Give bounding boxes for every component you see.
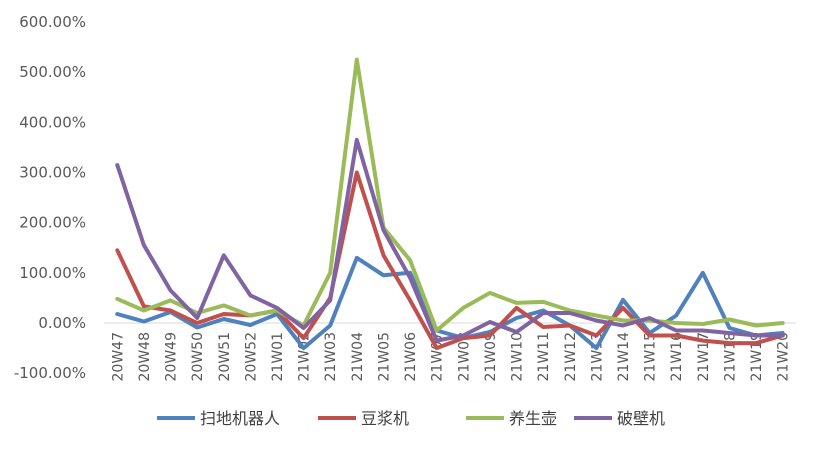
legend-item: 养生壶 <box>466 409 557 428</box>
x-tick-label: 21W11 <box>536 332 552 381</box>
x-tick-label: 21W10 <box>510 332 526 381</box>
x-tick-label: 20W52 <box>243 332 259 381</box>
legend: 扫地机器人 豆浆机 养生壶 破壁机 <box>157 409 665 428</box>
x-tick-label: 20W50 <box>190 332 206 381</box>
y-tick-label: 500.00% <box>19 63 86 81</box>
y-tick-label: 400.00% <box>19 113 86 131</box>
y-tick-label: -100.00% <box>14 364 86 382</box>
legend-item: 豆浆机 <box>318 409 409 428</box>
x-tick-label: 21W06 <box>403 332 419 382</box>
legend-item: 破壁机 <box>574 409 665 428</box>
y-tick-label: 0.00% <box>38 314 86 332</box>
y-tick-label: 600.00% <box>19 13 86 31</box>
series-lines <box>115 57 785 351</box>
y-axis: 600.00% 500.00% 400.00% 300.00% 200.00% 100.0… <box>14 13 86 382</box>
x-tick-label: 21W08 <box>456 332 472 381</box>
y-tick-label: 100.00% <box>19 264 86 282</box>
x-tick-label: 21W15 <box>643 332 659 381</box>
series-line-3 <box>115 57 785 333</box>
legend-label: 豆浆机 <box>361 409 409 428</box>
x-tick-label: 21W09 <box>483 332 499 381</box>
x-tick-label: 21W16 <box>669 332 685 382</box>
series-line-2 <box>115 170 785 351</box>
legend-label: 破壁机 <box>617 409 665 428</box>
y-tick-label: 300.00% <box>19 164 86 182</box>
series-line-4 <box>115 137 785 343</box>
series-line-1 <box>115 255 785 351</box>
x-tick-label: 21W01 <box>270 332 286 381</box>
x-tick-label: 20W47 <box>110 332 126 381</box>
x-tick-label: 21W14 <box>616 332 632 382</box>
y-tick-label: 200.00% <box>19 214 86 232</box>
x-tick-label: 21W18 <box>722 332 738 381</box>
x-tick-label: 20W49 <box>164 332 180 381</box>
legend-label: 扫地机器人 <box>200 409 280 428</box>
x-tick-label: 20W48 <box>137 332 153 381</box>
x-tick-label: 21W17 <box>696 332 712 381</box>
x-tick-label: 21W04 <box>350 332 366 382</box>
x-tick-label: 20W51 <box>217 332 233 381</box>
legend-item: 扫地机器人 <box>157 409 280 428</box>
legend-label: 养生壶 <box>509 409 557 428</box>
x-tick-label: 21W05 <box>376 332 392 381</box>
x-tick-label: 21W20 <box>776 332 792 381</box>
x-tick-label: 21W03 <box>323 332 339 381</box>
x-tick-label: 21W12 <box>563 332 579 381</box>
